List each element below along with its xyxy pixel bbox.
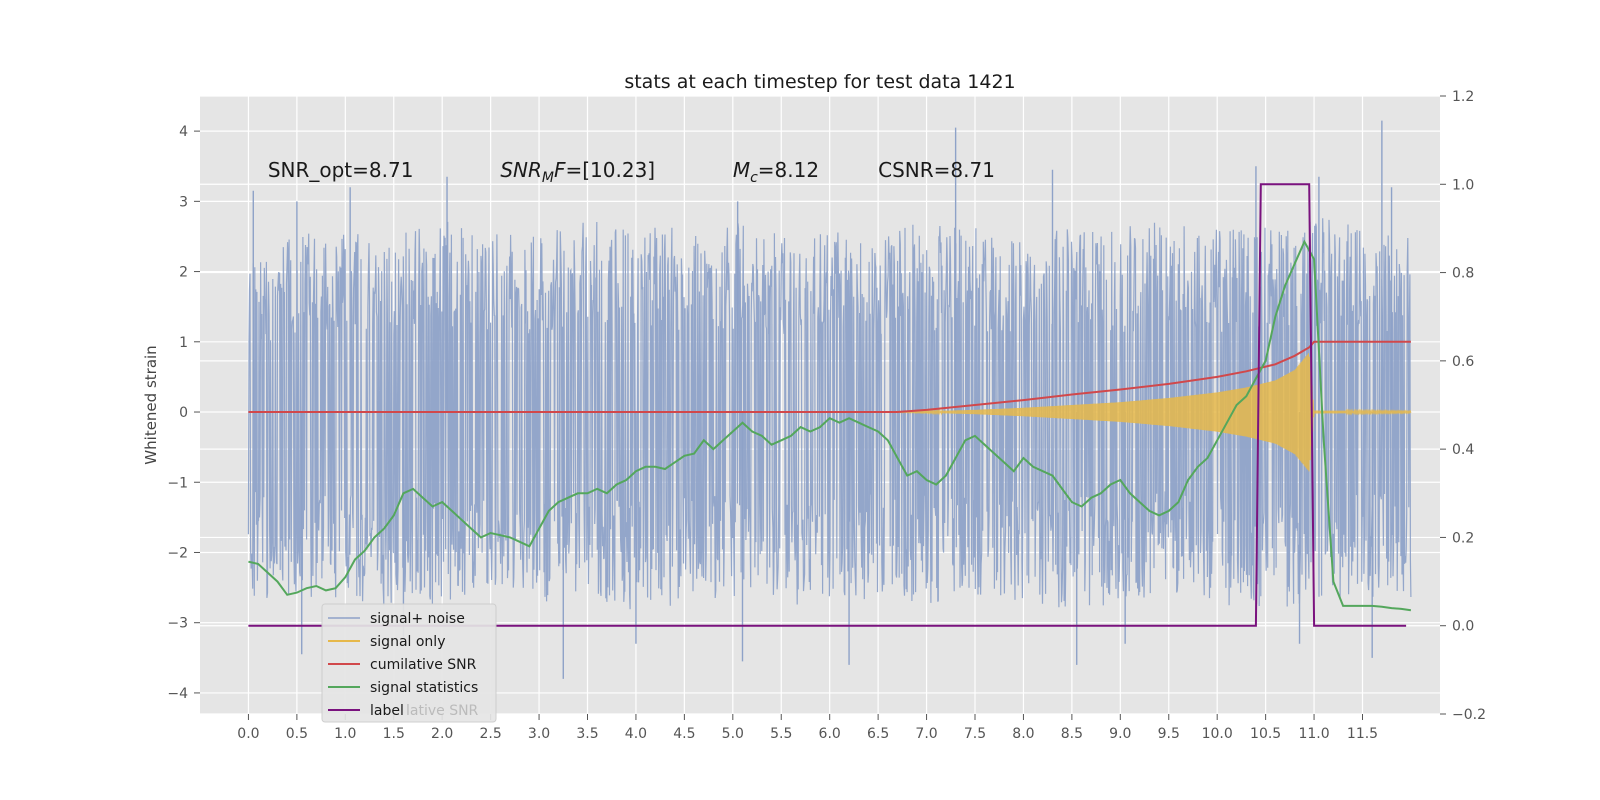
y-axis-label: Whitened strain <box>142 345 160 464</box>
x-tick-label: 8.0 <box>1012 726 1034 742</box>
y2-tick-label: 1.2 <box>1452 89 1474 105</box>
x-tick-label: 8.5 <box>1061 726 1083 742</box>
series-cumilative-snr-line <box>248 340 1411 413</box>
x-tick-label: 3.0 <box>528 726 550 742</box>
series-label-line <box>248 183 1407 627</box>
x-tick-label: 10.5 <box>1250 726 1281 742</box>
y2-tick-label: 0.0 <box>1452 619 1474 635</box>
x-tick-label: 0.5 <box>286 726 308 742</box>
x-tick-label: 3.5 <box>576 726 598 742</box>
x-tick-label: 5.5 <box>770 726 792 742</box>
data-layer <box>247 120 1412 679</box>
legend: signal+ noise signal only cumilative SNR si… <box>321 603 497 723</box>
x-tick-label: 0.0 <box>237 726 259 742</box>
y-tick-label: 0 <box>179 405 188 421</box>
x-tick-label: 9.0 <box>1109 726 1131 742</box>
x-tick-label: 11.0 <box>1298 726 1329 742</box>
y2-tick-label: 0.2 <box>1452 530 1474 546</box>
y-tick-label: −2 <box>167 545 188 561</box>
axes: 0.0 0.5 1.0 1.5 2.0 2.5 3.0 3.5 4.0 4.5 5.0 5.5 6.0 6… <box>167 89 1486 742</box>
y-tick-label: 4 <box>179 124 188 140</box>
x-tick-label: 4.5 <box>673 726 695 742</box>
legend-overlap-text: lative SNR <box>406 703 479 719</box>
y-tick-label: −1 <box>167 475 188 491</box>
annotations: SNR_opt=8.71 SNRMF=[10.23] Mc=8.12 CSNR=8.7… <box>268 158 995 186</box>
y2-tick-label: 0.6 <box>1452 354 1474 370</box>
y-tick-label: 3 <box>179 194 188 210</box>
annotation-3: Mc=8.12 <box>733 158 819 186</box>
x-tick-label: 4.0 <box>625 726 647 742</box>
series-signal-statistics-line <box>248 239 1412 612</box>
y2-tick-label: 1.0 <box>1452 177 1474 193</box>
legend-label-cumilative-snr: cumilative SNR <box>370 657 477 673</box>
y2-tick-label: −0.2 <box>1452 707 1486 723</box>
x-tick-label: 10.0 <box>1202 726 1233 742</box>
annotation-1: SNR_opt=8.71 <box>268 158 414 182</box>
x-tick-label: 1.5 <box>383 726 405 742</box>
annotation-2: SNRMF=[10.23] <box>500 158 655 186</box>
annotation-4: CSNR=8.71 <box>878 158 995 182</box>
x-tick-label: 6.0 <box>819 726 841 742</box>
x-tick-label: 9.5 <box>1158 726 1180 742</box>
x-tick-label: 1.0 <box>334 726 356 742</box>
legend-box <box>321 603 497 723</box>
chart-title: stats at each timestep for test data 142… <box>624 71 1015 93</box>
x-tick-label: 11.5 <box>1347 726 1378 742</box>
legend-label-signal-statistics: signal statistics <box>370 680 478 696</box>
legend-label-label: label <box>370 703 404 719</box>
y-tick-label: 1 <box>179 335 188 351</box>
y2-tick-label: 0.4 <box>1452 442 1474 458</box>
y-tick-label: −3 <box>167 616 188 632</box>
legend-label-signal-only: signal only <box>370 634 445 650</box>
x-tick-label: 2.0 <box>431 726 453 742</box>
x-tick-label: 7.5 <box>964 726 986 742</box>
x-tick-label: 5.0 <box>722 726 744 742</box>
y-tick-label: −4 <box>167 686 188 702</box>
x-tick-label: 7.0 <box>915 726 937 742</box>
x-tick-label: 2.5 <box>479 726 501 742</box>
y2-tick-label: 0.8 <box>1452 266 1474 282</box>
y-tick-label: 2 <box>179 265 188 281</box>
x-tick-label: 6.5 <box>867 726 889 742</box>
legend-label-signal-noise: signal+ noise <box>370 611 465 627</box>
